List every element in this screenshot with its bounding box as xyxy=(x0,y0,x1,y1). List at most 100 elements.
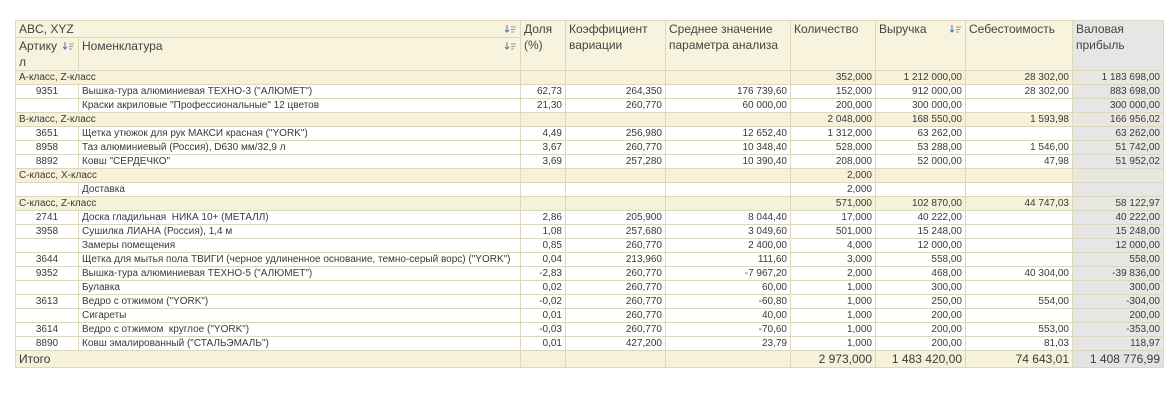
table-row: 9352 Вышка-тура алюминиевая ТЕХНО-5 ("АЛЮ… xyxy=(15,266,1164,281)
value-cell: 28 302,00 xyxy=(965,84,1073,99)
value-cell: 111,60 xyxy=(665,252,791,267)
table-row: Сигареты 0,01 260,770 40,00 1,000 200,00 200,0… xyxy=(15,308,1164,323)
table-row: В-класс, Z-класс 2 048,000 168 550,00 1 593… xyxy=(15,112,1164,127)
value-cell: 51 952,02 xyxy=(1072,154,1164,169)
empty-cell xyxy=(565,350,666,368)
item-name: Вышка-тура алюминиевая ТЕХНО-5 ("АЛЮМЕТ"… xyxy=(78,266,521,281)
total-value: 1 408 776,99 xyxy=(1072,350,1164,368)
column-header: Артикул xyxy=(15,37,79,71)
value-cell: 260,770 xyxy=(565,280,666,295)
table-row: С-класс, Х-класс 2,000 xyxy=(15,168,1164,183)
value-cell: 883 698,00 xyxy=(1072,84,1164,99)
article: 9352 xyxy=(15,266,79,281)
value-cell: 1,000 xyxy=(790,280,876,295)
group-total: 1 212 000,00 xyxy=(875,70,966,85)
column-header: Валовая прибыль xyxy=(1072,20,1164,71)
group-total: 44 747,03 xyxy=(965,196,1073,211)
value-cell: 176 739,60 xyxy=(665,84,791,99)
value-cell xyxy=(520,182,566,197)
value-cell: 40,00 xyxy=(665,308,791,323)
value-cell: 8 044,40 xyxy=(665,210,791,225)
article xyxy=(15,280,79,295)
value-cell: 51 742,00 xyxy=(1072,140,1164,155)
value-cell xyxy=(565,182,666,197)
value-cell: 200,000 xyxy=(790,98,876,113)
value-cell: 0,85 xyxy=(520,238,566,253)
table-row: 3613 Ведро с отжимом ("YORK") -0,02 260,770… xyxy=(15,294,1164,309)
sort-icon[interactable] xyxy=(950,24,962,34)
value-cell: 300 000,00 xyxy=(875,98,966,113)
item-name: Ковш эмалированный ("СТАЛЬЭМАЛЬ") xyxy=(78,336,521,351)
total-value: 2 973,000 xyxy=(790,350,876,368)
empty-cell xyxy=(520,112,566,127)
value-cell: 23,79 xyxy=(665,336,791,351)
empty-cell xyxy=(520,350,566,368)
column-header: Количество xyxy=(790,20,876,71)
value-cell: 0,01 xyxy=(520,336,566,351)
article: 8890 xyxy=(15,336,79,351)
value-cell: 152,000 xyxy=(790,84,876,99)
article xyxy=(15,308,79,323)
table-row: Краски акриловые "Профессиональные" 12 ц… xyxy=(15,98,1164,113)
group-total: 28 302,00 xyxy=(965,70,1073,85)
value-cell: 0,01 xyxy=(520,308,566,323)
value-cell xyxy=(965,210,1073,225)
value-cell: 60,00 xyxy=(665,280,791,295)
value-cell xyxy=(1072,182,1164,197)
value-cell: 0,04 xyxy=(520,252,566,267)
column-header: Среднее значение параметра анализа xyxy=(665,20,791,71)
table-row: 3958 Сушилка ЛИАНА (Россия), 1,4 м 1,08 257… xyxy=(15,224,1164,239)
value-cell xyxy=(965,182,1073,197)
table-row: Артикул Номенклатура xyxy=(15,37,1164,71)
value-cell: 200,00 xyxy=(875,336,966,351)
value-cell: -39 836,00 xyxy=(1072,266,1164,281)
item-name: Сигареты xyxy=(78,308,521,323)
value-cell: 558,00 xyxy=(1072,252,1164,267)
value-cell xyxy=(965,224,1073,239)
article: 9351 xyxy=(15,84,79,99)
sort-icon[interactable] xyxy=(505,41,517,51)
table-row: ABC, XYZ Доля (%) Коэффициент вариации Сред… xyxy=(15,20,1164,71)
item-name: Вышка-тура алюминиевая ТЕХНО-3 ("АЛЮМЕТ"… xyxy=(78,84,521,99)
group-total: 58 122,97 xyxy=(1072,196,1164,211)
value-cell: -70,60 xyxy=(665,322,791,337)
value-cell: 118,97 xyxy=(1072,336,1164,351)
value-cell: 468,00 xyxy=(875,266,966,281)
empty-cell xyxy=(665,168,791,183)
table-row: 3644 Щетка для мытья пола ТВИГИ (черное у… xyxy=(15,252,1164,267)
value-cell: 200,00 xyxy=(1072,308,1164,323)
empty-cell xyxy=(520,196,566,211)
value-cell: 213,960 xyxy=(565,252,666,267)
sort-icon[interactable] xyxy=(63,41,75,51)
value-cell: 260,770 xyxy=(565,238,666,253)
group-total xyxy=(1072,168,1164,183)
value-cell: 260,770 xyxy=(565,294,666,309)
sort-icon[interactable] xyxy=(505,24,517,34)
column-header: Выручка xyxy=(875,20,966,71)
value-cell: 1,000 xyxy=(790,322,876,337)
value-cell: 260,770 xyxy=(565,98,666,113)
value-cell: 3,69 xyxy=(520,154,566,169)
value-cell: 12 000,00 xyxy=(1072,238,1164,253)
article: 8892 xyxy=(15,154,79,169)
value-cell: 60 000,00 xyxy=(665,98,791,113)
article xyxy=(15,238,79,253)
group-total: 2 048,000 xyxy=(790,112,876,127)
value-cell: 205,900 xyxy=(565,210,666,225)
value-cell: 2 400,00 xyxy=(665,238,791,253)
item-name: Доставка xyxy=(78,182,521,197)
value-cell: 553,00 xyxy=(965,322,1073,337)
group-total xyxy=(875,168,966,183)
item-name: Таз алюминиевый (Россия), D630 мм/32,9 л xyxy=(78,140,521,155)
value-cell: 3,000 xyxy=(790,252,876,267)
empty-cell xyxy=(665,350,791,368)
empty-cell xyxy=(565,112,666,127)
group-total: 2,000 xyxy=(790,168,876,183)
group-label: С-класс, Х-класс xyxy=(15,168,521,183)
value-cell: 52 000,00 xyxy=(875,154,966,169)
value-cell xyxy=(965,308,1073,323)
article: 3613 xyxy=(15,294,79,309)
value-cell: 47,98 xyxy=(965,154,1073,169)
value-cell xyxy=(965,280,1073,295)
value-cell: 1,000 xyxy=(790,308,876,323)
